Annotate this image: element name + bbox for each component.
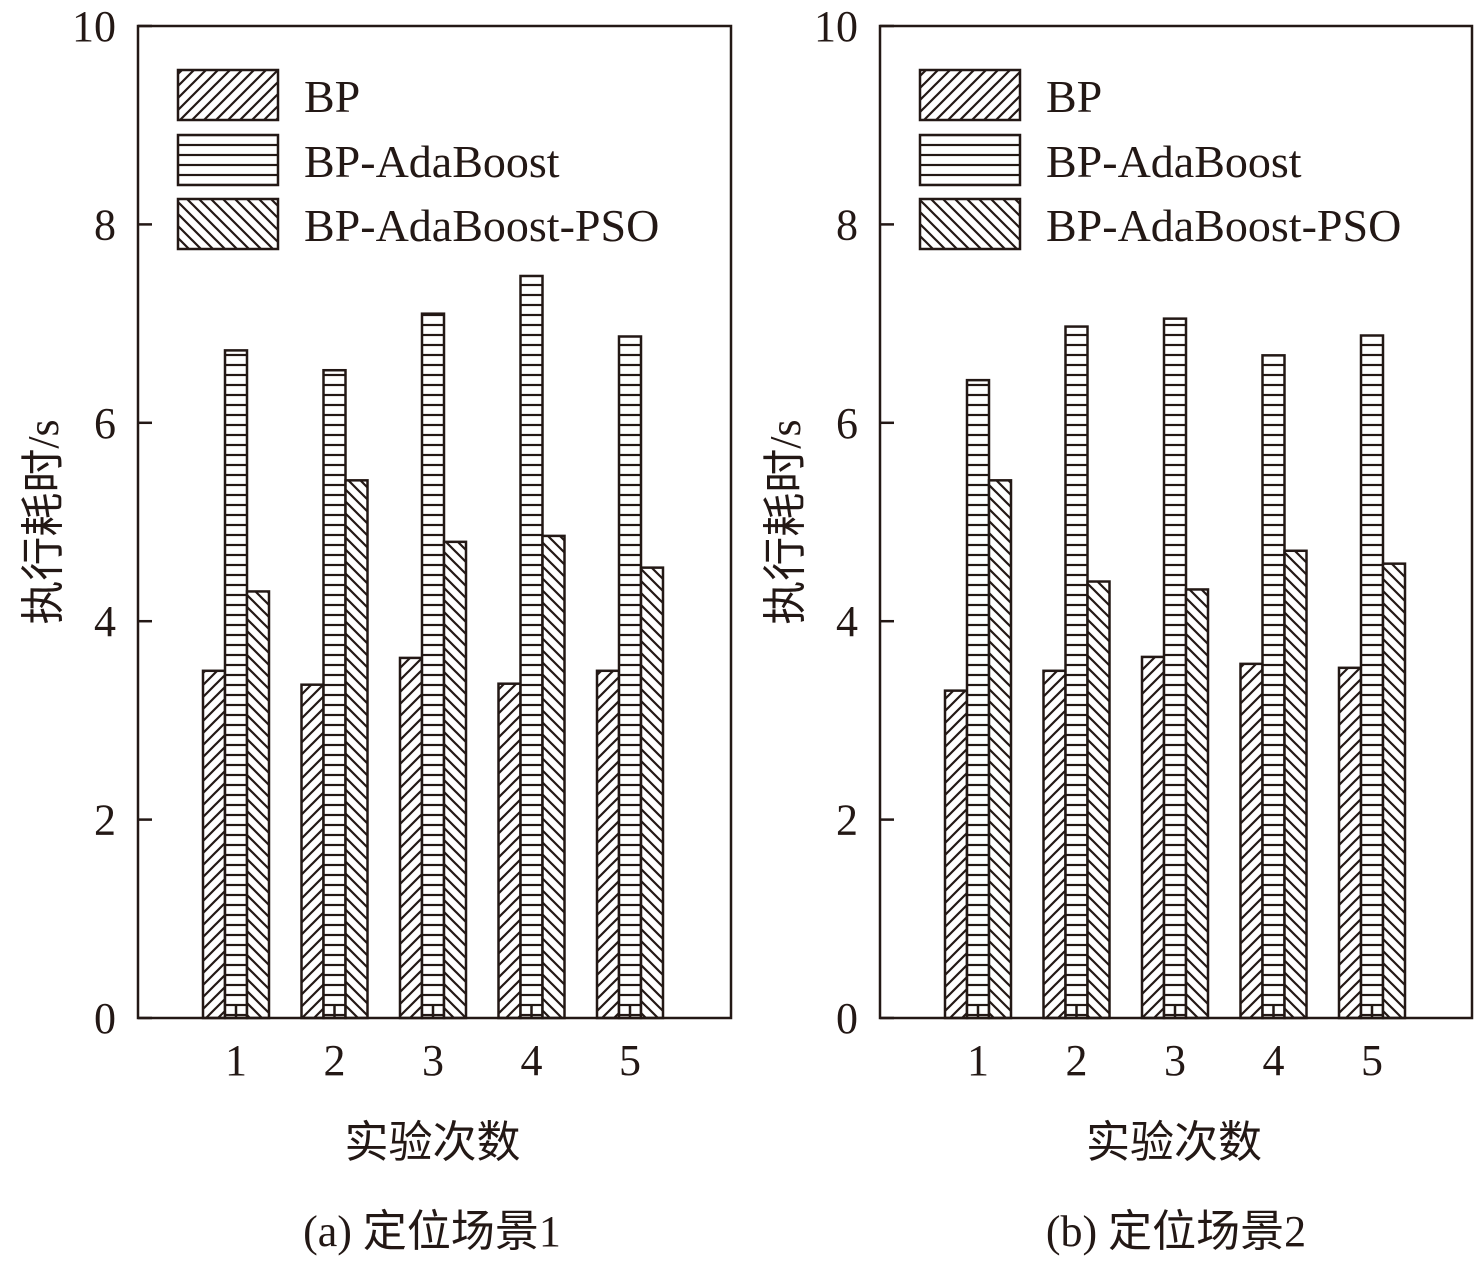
legend-swatch-bp-adaboost	[918, 133, 1022, 187]
legend-label: BP-AdaBoost	[304, 136, 560, 187]
bar-bp-adaboost-2	[322, 368, 347, 1020]
legend-label: BP	[1046, 71, 1102, 122]
legend-swatch-bp	[918, 68, 1022, 122]
bar-bp-adaboost-pso-2	[344, 479, 369, 1020]
bar-bp-adaboost-5	[1359, 334, 1385, 1020]
y-tick-label: 10	[814, 2, 858, 51]
y-tick-label: 2	[94, 796, 116, 845]
y-tick-label: 2	[836, 796, 858, 845]
y-tick-label: 10	[72, 2, 116, 51]
bar-bp-adaboost-2	[1064, 325, 1089, 1020]
legend-label: BP-AdaBoost	[1046, 136, 1302, 187]
legend-swatch-bp	[176, 68, 280, 122]
y-tick-label: 0	[94, 994, 116, 1043]
x-tick-label: 2	[324, 1036, 346, 1085]
x-axis-title: 实验次数	[345, 1118, 521, 1167]
plot-frame	[878, 24, 1474, 1020]
x-tick-label: 1	[225, 1036, 247, 1085]
y-tick-label: 4	[836, 597, 858, 646]
panel-caption: (a) 定位场景1	[303, 1207, 561, 1256]
x-tick-label: 4	[1263, 1036, 1285, 1085]
bar-bp-adaboost-pso-5	[639, 566, 665, 1020]
y-tick-label: 4	[94, 597, 116, 646]
plot-frame	[136, 24, 733, 1020]
bar-bp-adaboost-1	[223, 349, 249, 1020]
bar-bp-adaboost-1	[965, 378, 991, 1020]
bar-bp-adaboost-3	[420, 312, 446, 1020]
x-tick-label: 5	[619, 1036, 641, 1085]
bar-bp-3	[1140, 655, 1166, 1020]
bar-bp-4	[497, 682, 522, 1020]
y-tick-label: 0	[836, 994, 858, 1043]
bar-bp-5	[595, 669, 621, 1020]
y-tick-label: 6	[836, 399, 858, 448]
bar-bp-3	[398, 656, 424, 1020]
chart-panel-a: 1 2 3 4 5 0 2 4 6 8 10 执行耗时/s 实验次数 (a) 定位场景1 BP BP-AdaB…	[19, 2, 733, 1256]
bar-bp-adaboost-pso-4	[1283, 549, 1308, 1020]
legend-swatch-bp-adaboost-pso	[918, 197, 1022, 251]
bar-bp-adaboost-pso-3	[442, 540, 468, 1020]
x-tick-label: 5	[1361, 1036, 1383, 1085]
bar-bp-adaboost-pso-2	[1086, 580, 1111, 1020]
y-axis-title: 执行耗时/s	[761, 419, 810, 624]
bar-bp-2	[1042, 669, 1067, 1020]
x-tick-label: 2	[1066, 1036, 1088, 1085]
bar-bp-adaboost-5	[617, 335, 643, 1020]
bar-bp-adaboost-pso-4	[541, 534, 566, 1020]
y-axis-title: 执行耗时/s	[19, 419, 68, 624]
bar-bp-adaboost-pso-5	[1381, 562, 1407, 1020]
legend-label: BP	[304, 71, 360, 122]
x-tick-label: 1	[967, 1036, 989, 1085]
bar-bp-1	[943, 689, 969, 1020]
x-axis-title: 实验次数	[1086, 1118, 1262, 1167]
bar-bp-adaboost-4	[1261, 354, 1286, 1020]
chart-panel-b: 1 2 3 4 5 0 2 4 6 8 10 执行耗时/s 实验次数 (b) 定位场景2 BP BP-AdaB…	[761, 2, 1474, 1256]
x-tick-label: 4	[521, 1036, 543, 1085]
panel-caption: (b) 定位场景2	[1046, 1207, 1306, 1256]
x-tick-label: 3	[422, 1036, 444, 1085]
legend: BP BP-AdaBoost BP-AdaBoost-PSO	[176, 68, 659, 251]
y-tick-label: 6	[94, 399, 116, 448]
bar-bp-adaboost-3	[1162, 317, 1188, 1020]
bar-bp-adaboost-pso-1	[987, 479, 1013, 1020]
legend-swatch-bp-adaboost	[176, 133, 280, 187]
y-tick-label: 8	[94, 200, 116, 249]
bar-bp-adaboost-pso-1	[245, 590, 271, 1020]
bar-bp-2	[300, 683, 325, 1020]
bar-bp-1	[201, 669, 227, 1020]
x-tick-label: 3	[1164, 1036, 1186, 1085]
bar-bp-adaboost-4	[519, 274, 544, 1020]
y-tick-label: 8	[836, 200, 858, 249]
legend: BP BP-AdaBoost BP-AdaBoost-PSO	[918, 68, 1401, 251]
bar-bp-adaboost-pso-3	[1184, 588, 1210, 1020]
bar-bp-5	[1337, 666, 1363, 1020]
legend-swatch-bp-adaboost-pso	[176, 197, 280, 251]
legend-label: BP-AdaBoost-PSO	[1046, 200, 1401, 251]
legend-label: BP-AdaBoost-PSO	[304, 200, 659, 251]
bar-bp-4	[1239, 662, 1264, 1020]
